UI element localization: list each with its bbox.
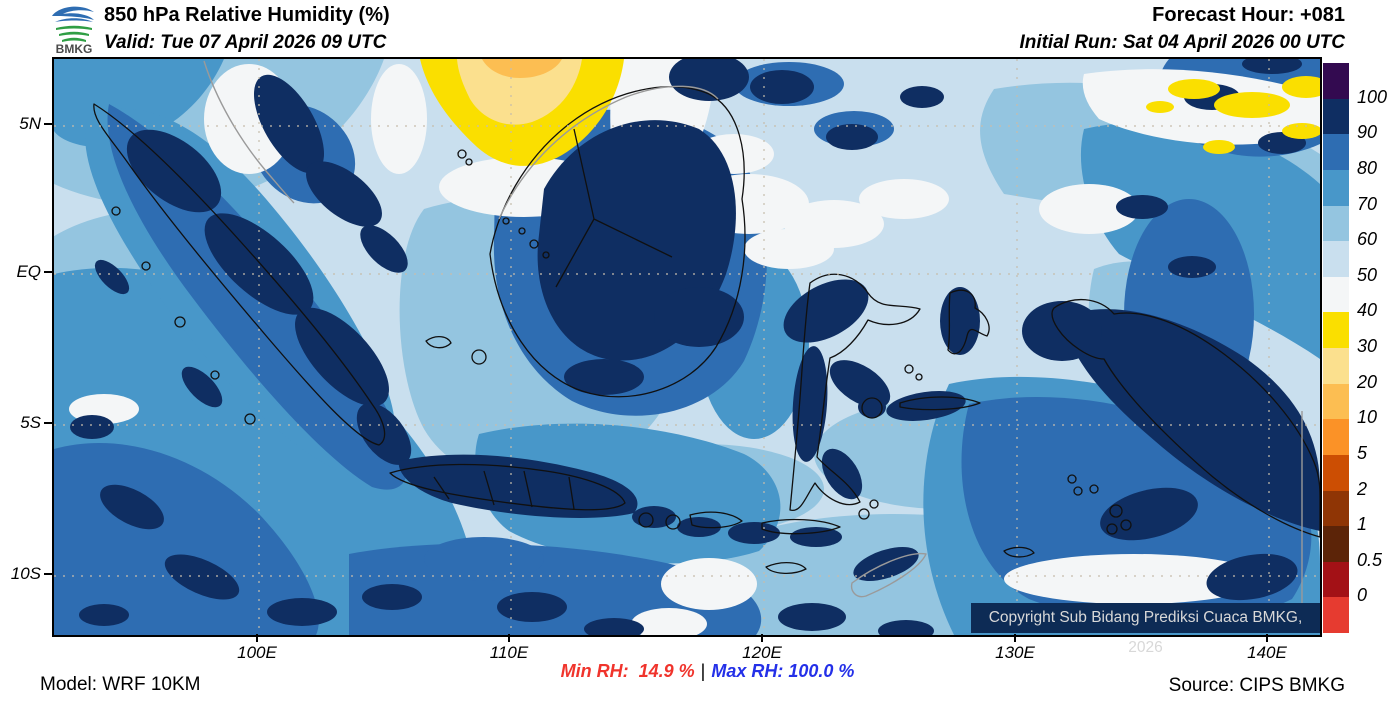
colorbar-labels: 100 90 80 70 60 50 40 30 20 10 5 2 1 0.5 0	[1357, 63, 1400, 633]
colorbar-tick-label: 10	[1357, 407, 1378, 428]
model-label: Model: WRF 10KM	[40, 674, 201, 695]
colorbar-tick-label: 2	[1357, 478, 1368, 499]
initial-run-label: Initial Run: Sat 04 April 2026 00 UTC	[1019, 32, 1345, 53]
colorbar-segment	[1323, 526, 1349, 562]
colorbar-tick-label: 1	[1357, 514, 1368, 535]
colorbar-segment	[1323, 312, 1349, 348]
colorbar-tick-label: 30	[1357, 336, 1378, 356]
x-axis-tick-label: 120E	[742, 643, 782, 662]
y-axis-tick	[44, 123, 53, 125]
y-axis-tick	[44, 573, 53, 575]
x-axis-tick	[1266, 634, 1268, 642]
x-axis-tick-label: 140E	[1247, 643, 1287, 662]
colorbar-tick-label: 0	[1357, 585, 1368, 606]
y-axis-tick	[44, 422, 53, 424]
colorbar-segment	[1323, 348, 1349, 384]
max-rh-value: 100.0 %	[788, 661, 855, 681]
rh-dry-patches	[420, 59, 1320, 166]
colorbar-segment	[1323, 561, 1349, 598]
graticule-gridlines	[54, 59, 1320, 635]
colorbar-tick-label: 20	[1357, 371, 1378, 392]
colorbar-segment	[1323, 241, 1349, 277]
relative-humidity-contour-map	[54, 59, 1320, 635]
colorbar-segment	[1323, 597, 1349, 633]
colorbar-segment	[1323, 490, 1349, 527]
y-axis-tick-label: 10S	[10, 564, 41, 583]
colorbar-tick-label: 0.5	[1357, 549, 1383, 570]
colorbar-segment	[1323, 454, 1349, 491]
colorbar-segment	[1323, 134, 1349, 170]
copyright-watermark: Copyright Sub Bidang Prediksi Cuaca BMKG…	[971, 603, 1320, 656]
min-rh-value: 14.9 %	[638, 661, 695, 681]
x-axis-tick-label: 110E	[489, 643, 529, 662]
colorbar-segment	[1323, 419, 1349, 455]
y-axis-tick-label: 5S	[20, 413, 41, 432]
forecast-hour-label: Forecast Hour: +081	[1152, 4, 1345, 26]
minmax-readout: Min RH: 14.9 % | Max RH: 100.0 %	[455, 661, 960, 682]
colorbar-tick-label: 90	[1357, 122, 1378, 143]
colorbar-tick-label: 40	[1357, 300, 1378, 321]
y-axis-tick-label: 5N	[19, 114, 41, 133]
coastlines-indonesia	[93, 86, 1320, 574]
colorbar	[1323, 63, 1349, 633]
x-axis-tick	[1014, 634, 1016, 642]
coastlines-foreign	[203, 60, 1303, 604]
logo-text: BMKG	[56, 42, 93, 55]
colorbar-segment	[1323, 63, 1349, 99]
colorbar-tick-label: 50	[1357, 264, 1378, 285]
valid-time-label: Valid: Tue 07 April 2026 09 UTC	[104, 32, 387, 53]
page-title: 850 hPa Relative Humidity (%)	[104, 4, 390, 26]
source-label: Source: CIPS BMKG	[1168, 675, 1345, 696]
colorbar-segment	[1323, 169, 1349, 206]
colorbar-segment	[1323, 276, 1349, 313]
colorbar-tick-label: 5	[1357, 442, 1368, 463]
colorbar-tick-label: 70	[1357, 193, 1378, 214]
x-axis-tick-label: 130E	[995, 643, 1035, 662]
x-axis-tick	[761, 634, 763, 642]
colorbar-segment	[1323, 205, 1349, 242]
minmax-separator: |	[700, 661, 706, 681]
x-axis-tick-label: 100E	[237, 643, 277, 662]
max-rh-label: Max RH:	[711, 661, 789, 681]
y-axis-tick-label: EQ	[16, 262, 41, 281]
colorbar-tick-label: 100	[1357, 86, 1388, 107]
min-rh-label: Min RH:	[560, 661, 639, 681]
y-axis-tick	[44, 271, 53, 273]
x-axis-tick	[508, 634, 510, 642]
bmkg-logo: BMKG	[52, 6, 94, 55]
x-axis-tick	[256, 634, 258, 642]
colorbar-tick-label: 80	[1357, 157, 1378, 178]
logo-cloud-shape	[52, 6, 94, 20]
colorbar-segment	[1323, 98, 1349, 135]
colorbar-tick-label: 60	[1357, 229, 1378, 250]
colorbar-segment	[1323, 383, 1349, 420]
map-canvas: Copyright Sub Bidang Prediksi Cuaca BMKG…	[52, 57, 1322, 656]
rh-band-90-100	[70, 59, 1320, 635]
